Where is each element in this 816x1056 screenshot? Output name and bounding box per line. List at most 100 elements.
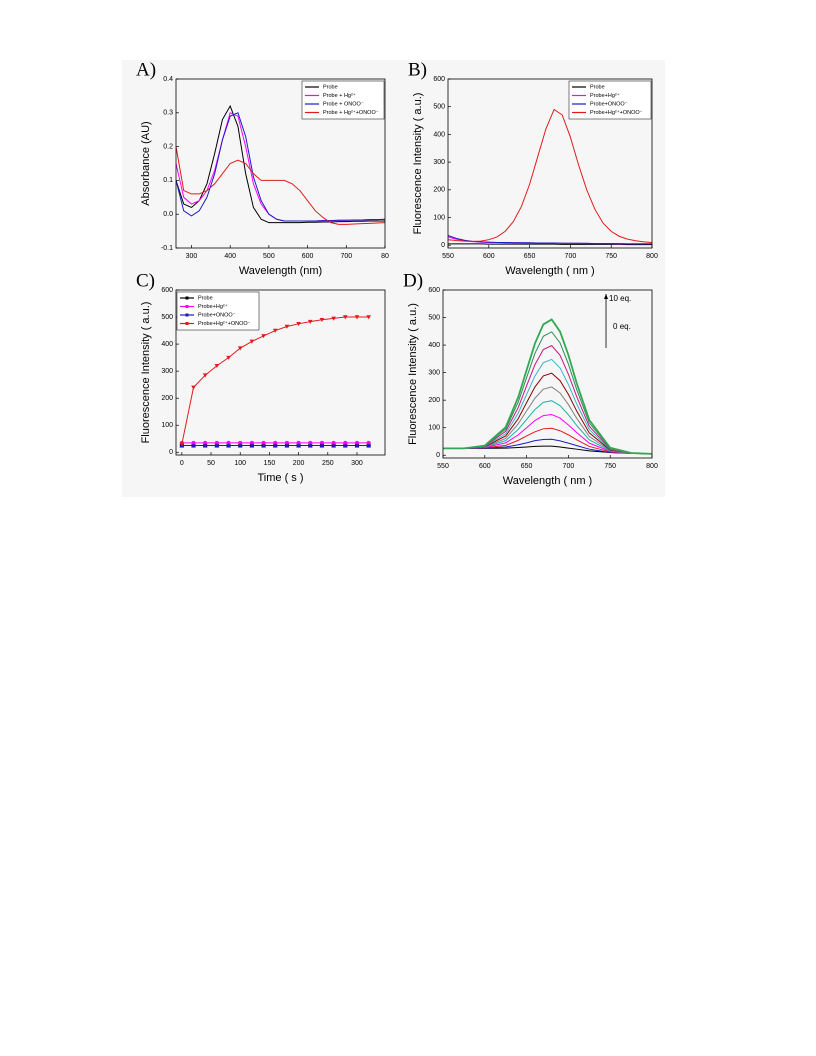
y-tick-label: 400 [428, 342, 440, 349]
series-line [448, 243, 652, 246]
y-tick-label: 0 [436, 452, 440, 459]
x-tick-label: 400 [224, 253, 236, 260]
marker [272, 443, 278, 448]
panel-label: D) [403, 270, 423, 291]
series-line [443, 345, 652, 455]
panel: D) Wavelength ( nm ) Fluorescence Intensit… [403, 270, 658, 487]
legend-label: Probe [323, 84, 338, 90]
marker [202, 443, 208, 448]
marker [331, 443, 336, 448]
series-line [443, 438, 652, 455]
x-tick-label: 0 [180, 460, 184, 467]
marker [354, 440, 359, 445]
x-tick-label: 750 [605, 253, 617, 260]
x-tick-label: 100 [234, 460, 246, 467]
plot-frame [442, 289, 653, 459]
y-tick-label: 0.1 [163, 177, 173, 184]
marker [238, 440, 243, 445]
legend-label: Probe + Hg²⁺ [323, 92, 356, 99]
marker [226, 355, 231, 360]
y-tick-label: 100 [428, 425, 440, 432]
y-tick-label: 600 [161, 287, 173, 294]
marker [354, 443, 360, 448]
x-tick-label: 800 [646, 253, 658, 260]
y-axis-label: Fluorescence Intensity ( a.u.) [407, 303, 419, 445]
x-tick-label: 150 [264, 460, 276, 467]
legend-label: Probe+Hg²⁺+ONOO⁻ [590, 109, 643, 116]
marker [284, 440, 289, 445]
legend-label: Probe+Hg²⁺+ONOO⁻ [198, 320, 251, 327]
y-tick-label: -0.1 [161, 245, 173, 252]
marker [284, 443, 290, 448]
plot-frame [447, 78, 653, 249]
panel-label: B) [408, 59, 427, 80]
series-line [176, 146, 385, 225]
marker [261, 443, 266, 448]
x-tick-label: 200 [293, 460, 305, 467]
x-tick-label: 700 [563, 463, 575, 470]
y-tick-label: 500 [428, 314, 440, 321]
series-line [443, 445, 652, 455]
marker [203, 440, 208, 445]
marker [331, 316, 336, 321]
series-line [448, 108, 652, 243]
panel: B) Wavelength ( nm ) Fluorescence Intensit… [408, 59, 658, 277]
x-tick-label: 300 [351, 460, 363, 467]
marker [214, 443, 220, 448]
series-line [448, 235, 652, 245]
x-axis-label: Wavelength ( nm ) [505, 265, 594, 277]
y-tick-label: 500 [433, 104, 445, 111]
x-tick-label: 80 [381, 253, 389, 260]
marker [191, 385, 196, 390]
x-tick-label: 600 [302, 253, 314, 260]
x-axis-label: Wavelength (nm) [239, 265, 322, 277]
y-tick-label: 200 [433, 187, 445, 194]
marker [179, 442, 185, 447]
y-tick-label: 300 [428, 369, 440, 376]
marker [249, 443, 255, 448]
y-axis-label: Fluorescence Intensity ( a.u.) [412, 93, 424, 235]
marker [354, 315, 360, 320]
legend-label: Probe+Hg²⁺ [198, 303, 228, 310]
marker [296, 322, 301, 327]
annotation: 0 eq. [613, 322, 631, 331]
y-tick-label: 600 [428, 287, 440, 294]
y-tick-label: 200 [161, 395, 173, 402]
marker [237, 346, 243, 351]
legend-label: Probe+Hg²⁺ [590, 92, 620, 99]
series-line [443, 372, 652, 455]
y-axis-label: Fluorescence Intensity ( a.u.) [140, 302, 152, 444]
marker [273, 440, 278, 445]
legend-label: Probe [198, 295, 213, 301]
marker [343, 315, 348, 320]
series-line [443, 427, 652, 455]
plot-area [179, 315, 371, 448]
marker [343, 443, 348, 448]
plot-area [176, 104, 385, 225]
marker [226, 440, 231, 445]
marker [308, 440, 313, 445]
series-line [443, 400, 652, 455]
annotation: 10 eq. [609, 294, 631, 303]
marker [366, 440, 371, 445]
marker [366, 315, 371, 320]
marker [261, 334, 266, 339]
panel-label: A) [136, 59, 156, 80]
series-line [176, 112, 385, 222]
marker [319, 440, 324, 445]
x-tick-label: 800 [646, 463, 658, 470]
x-tick-label: 650 [521, 463, 533, 470]
y-tick-label: 0.0 [163, 211, 173, 218]
marker [226, 443, 231, 448]
x-tick-label: 700 [565, 253, 577, 260]
marker [366, 443, 371, 448]
y-tick-label: 200 [428, 397, 440, 404]
legend-label: Probe+ONOO⁻ [590, 101, 628, 107]
y-tick-label: 0 [169, 449, 173, 456]
plot-frame [175, 78, 386, 249]
x-tick-label: 650 [524, 253, 536, 260]
y-tick-label: 0.3 [163, 110, 173, 117]
series-line [443, 386, 652, 455]
marker [307, 443, 313, 448]
marker [343, 440, 348, 445]
